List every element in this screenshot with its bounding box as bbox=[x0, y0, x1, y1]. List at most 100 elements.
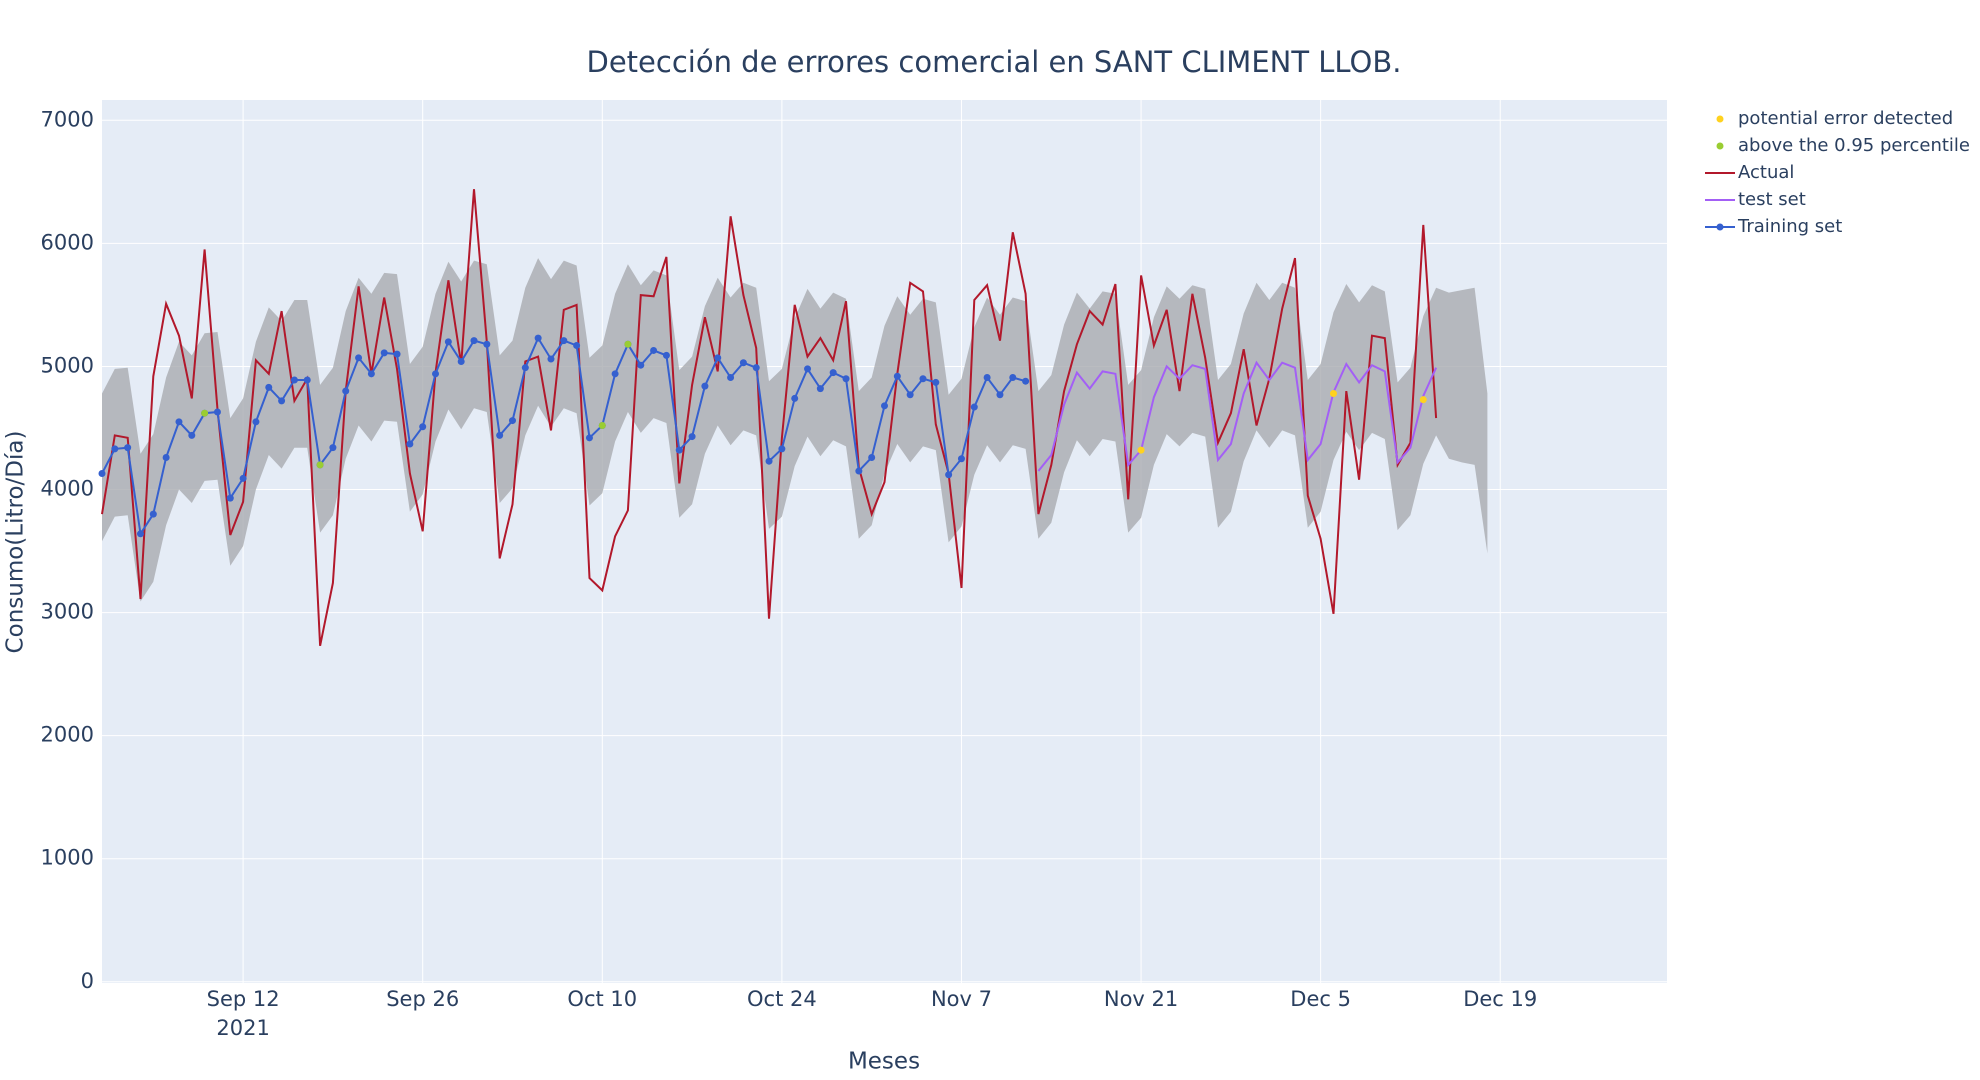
series-point bbox=[816, 385, 824, 393]
series-point bbox=[662, 351, 670, 359]
series-point bbox=[124, 444, 132, 452]
x-tick-label: Sep 12 2021 bbox=[207, 987, 280, 1040]
series-line bbox=[101, 189, 1438, 646]
series-point bbox=[419, 423, 427, 431]
series-point bbox=[739, 359, 747, 367]
series-point bbox=[983, 374, 991, 382]
series-point bbox=[342, 387, 350, 395]
marker-point bbox=[598, 422, 606, 430]
series-point bbox=[573, 342, 581, 350]
series-point bbox=[278, 397, 286, 405]
legend-symbol bbox=[1716, 115, 1724, 123]
series-point bbox=[778, 445, 786, 453]
series-point bbox=[265, 383, 273, 391]
series-point bbox=[945, 471, 953, 479]
series-point bbox=[842, 375, 850, 383]
series-point bbox=[534, 334, 542, 342]
series-point bbox=[791, 394, 799, 402]
series-line bbox=[1037, 360, 1438, 472]
series-point bbox=[701, 382, 709, 390]
series-point bbox=[496, 431, 504, 439]
y-tick-label: 6000 bbox=[41, 230, 94, 254]
series-point bbox=[804, 365, 812, 373]
series-point bbox=[239, 474, 247, 482]
series-point bbox=[470, 337, 478, 345]
series-point bbox=[996, 391, 1004, 399]
series-point bbox=[688, 433, 696, 441]
legend: potential error detected above the 0.95 p… bbox=[1705, 108, 1970, 237]
y-tick-label: 2000 bbox=[41, 723, 94, 747]
series-point bbox=[919, 375, 927, 383]
series-point bbox=[957, 455, 965, 463]
chart-title: Detección de errores comercial en SANT C… bbox=[587, 45, 1402, 79]
series-point bbox=[355, 354, 363, 362]
series-point bbox=[585, 434, 593, 442]
series-point bbox=[970, 403, 978, 411]
y-axis-title: Consumo(Litro/Día) bbox=[3, 431, 29, 654]
series-point bbox=[765, 457, 773, 465]
series-point bbox=[290, 376, 298, 384]
series-point bbox=[98, 470, 106, 478]
series-point bbox=[1009, 374, 1017, 382]
y-tick-label: 5000 bbox=[41, 353, 94, 377]
series-point bbox=[508, 417, 516, 425]
series-point bbox=[329, 444, 337, 452]
series-point bbox=[457, 358, 465, 366]
y-tick-label: 7000 bbox=[41, 107, 94, 131]
series-point bbox=[727, 374, 735, 382]
series-point bbox=[175, 418, 183, 426]
series-point bbox=[213, 408, 221, 416]
series-point bbox=[881, 402, 888, 410]
y-tick-label: 0 bbox=[81, 969, 94, 993]
marker-point bbox=[201, 409, 209, 417]
legend-label: above the 0.95 percentile bbox=[1738, 135, 1970, 156]
marker-point bbox=[1137, 446, 1145, 454]
legend-label: Training set bbox=[1737, 216, 1842, 237]
y-tick-label: 1000 bbox=[41, 846, 94, 870]
x-tick-label: Nov 7 bbox=[931, 987, 992, 1011]
series-point bbox=[406, 440, 414, 448]
x-axis-title: Meses bbox=[848, 1049, 920, 1075]
series-point bbox=[906, 391, 914, 399]
legend-label: potential error detected bbox=[1738, 108, 1953, 129]
series-point bbox=[393, 350, 401, 358]
plot-background bbox=[102, 100, 1667, 983]
series-point bbox=[932, 378, 940, 386]
x-tick-label: Sep 26 bbox=[386, 987, 459, 1011]
y-tick-label: 3000 bbox=[41, 600, 94, 624]
legend-label: test set bbox=[1738, 189, 1806, 210]
series-point bbox=[855, 467, 863, 475]
marker-point bbox=[1329, 390, 1337, 398]
x-tick-label: Dec 5 bbox=[1290, 987, 1351, 1011]
legend-symbol bbox=[1716, 223, 1724, 231]
series-point bbox=[829, 369, 837, 377]
series-point bbox=[560, 337, 568, 345]
marker-point bbox=[1419, 396, 1427, 404]
series-point bbox=[188, 431, 196, 439]
series-point bbox=[714, 354, 722, 362]
y-tick-label: 4000 bbox=[41, 477, 94, 501]
series-point bbox=[483, 340, 491, 348]
series-point bbox=[521, 364, 529, 372]
series-point bbox=[136, 530, 144, 538]
series-point bbox=[1022, 377, 1030, 385]
series-point bbox=[752, 364, 760, 372]
marker-point bbox=[624, 340, 632, 348]
series-point bbox=[611, 370, 619, 378]
series-point bbox=[380, 349, 388, 357]
series-point bbox=[367, 370, 375, 378]
series-point bbox=[149, 510, 157, 518]
series-point bbox=[444, 338, 452, 346]
series-point bbox=[637, 361, 645, 369]
series-point bbox=[675, 446, 683, 454]
marker-point bbox=[316, 461, 324, 469]
series-point bbox=[252, 418, 260, 426]
x-tick-label: Oct 24 bbox=[747, 987, 817, 1011]
legend-label: Actual bbox=[1738, 162, 1794, 183]
series-point bbox=[650, 346, 658, 354]
series-point bbox=[303, 376, 311, 384]
series-point bbox=[432, 370, 440, 378]
x-tick-label: Dec 19 bbox=[1463, 987, 1537, 1011]
legend-symbol bbox=[1716, 142, 1724, 150]
